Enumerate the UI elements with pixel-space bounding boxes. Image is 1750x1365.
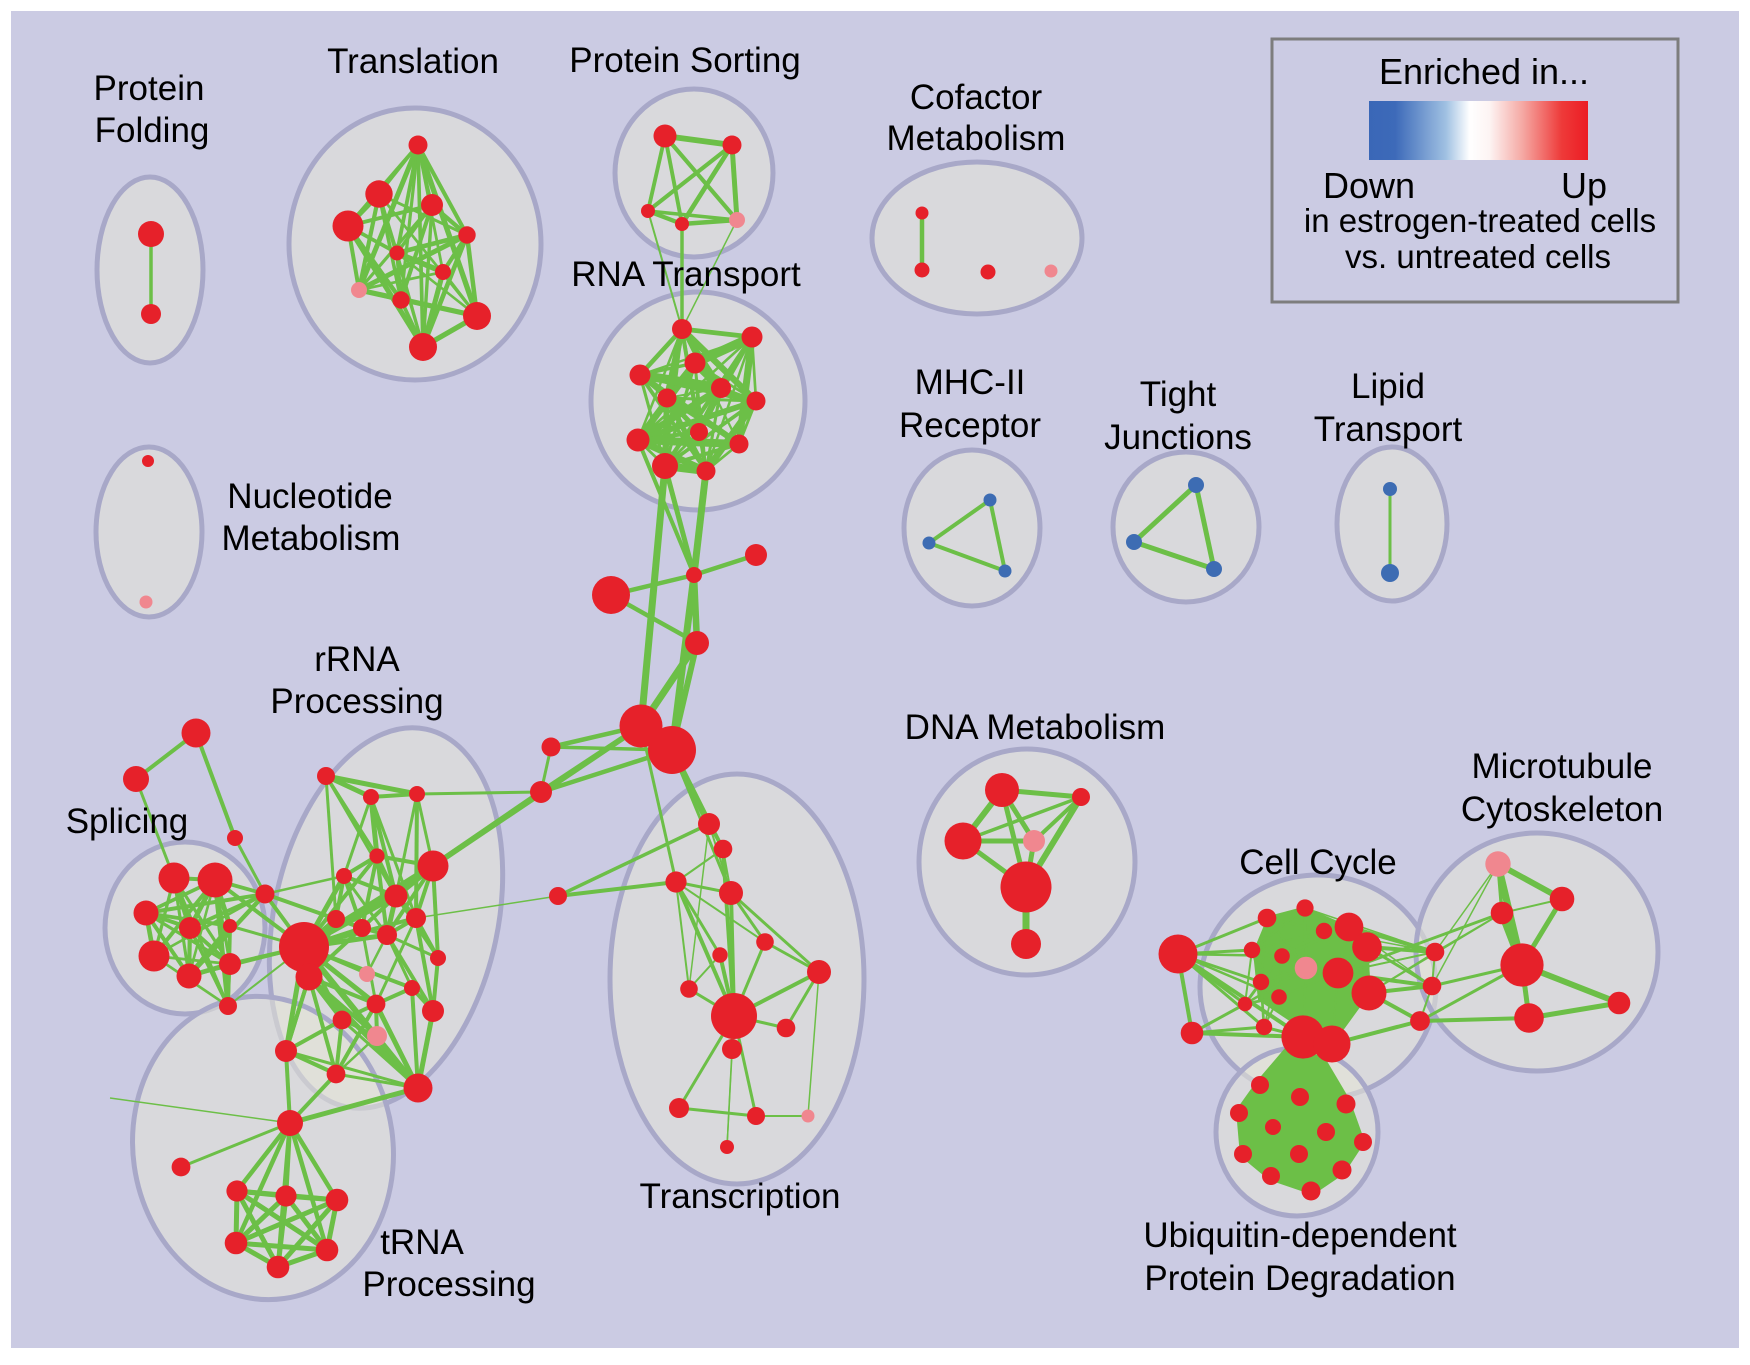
svg-text:Metabolism: Metabolism xyxy=(222,519,401,558)
svg-text:Protein Degradation: Protein Degradation xyxy=(1144,1259,1455,1298)
svg-text:Cofactor: Cofactor xyxy=(910,78,1043,117)
svg-text:Ubiquitin-dependent: Ubiquitin-dependent xyxy=(1143,1216,1457,1255)
svg-text:Junctions: Junctions xyxy=(1104,418,1252,457)
svg-text:Nucleotide: Nucleotide xyxy=(227,477,392,516)
svg-text:Enriched in...: Enriched in... xyxy=(1379,51,1589,92)
svg-text:Transcription: Transcription xyxy=(640,1177,841,1216)
svg-text:in estrogen-treated cells: in estrogen-treated cells xyxy=(1304,202,1656,239)
svg-text:MHC-II: MHC-II xyxy=(915,363,1026,402)
svg-text:Microtubule: Microtubule xyxy=(1472,747,1653,786)
svg-text:Up: Up xyxy=(1561,165,1607,206)
svg-text:Tight: Tight xyxy=(1140,375,1217,414)
svg-text:Protein: Protein xyxy=(94,69,205,108)
svg-text:RNA Transport: RNA Transport xyxy=(571,255,801,294)
svg-text:Protein Sorting: Protein Sorting xyxy=(569,41,801,80)
svg-text:Metabolism: Metabolism xyxy=(887,119,1066,158)
svg-text:tRNA: tRNA xyxy=(380,1223,464,1262)
svg-text:Splicing: Splicing xyxy=(66,802,189,841)
svg-text:Folding: Folding xyxy=(95,111,210,150)
svg-text:vs. untreated cells: vs. untreated cells xyxy=(1345,238,1611,275)
svg-text:Translation: Translation xyxy=(327,42,499,81)
svg-text:Receptor: Receptor xyxy=(899,406,1041,445)
svg-text:DNA Metabolism: DNA Metabolism xyxy=(905,708,1166,747)
svg-text:Down: Down xyxy=(1323,165,1415,206)
svg-text:Cytoskeleton: Cytoskeleton xyxy=(1461,790,1663,829)
svg-text:Processing: Processing xyxy=(270,682,443,721)
svg-text:rRNA: rRNA xyxy=(314,640,400,679)
svg-text:Cell Cycle: Cell Cycle xyxy=(1239,843,1397,882)
svg-text:Lipid: Lipid xyxy=(1351,367,1425,406)
svg-text:Processing: Processing xyxy=(362,1265,535,1304)
svg-text:Transport: Transport xyxy=(1314,410,1463,449)
